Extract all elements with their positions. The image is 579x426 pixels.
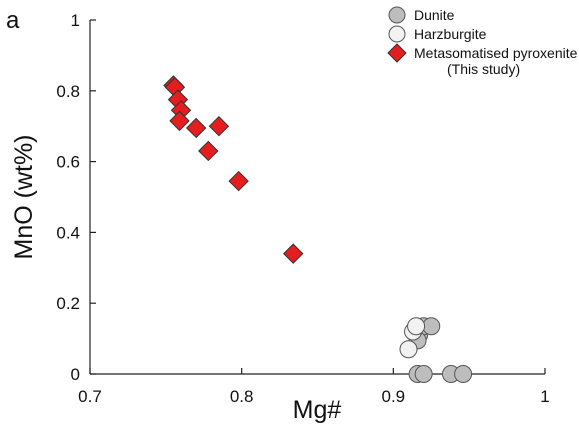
legend-label-harzburgite: Harzburgite [414,26,487,42]
dunite-point [454,365,473,383]
legend-marker-metasomatised-pyroxenite [387,43,407,63]
y-axis-title: MnO (wt%) [10,135,38,260]
metasomatised-pyroxenite-point [169,110,190,132]
data-points [163,75,473,383]
x-tick-label: 0.8 [230,387,254,406]
metasomatised-pyroxenite-point [185,117,207,139]
y-tick-label: 0 [71,365,80,384]
tick-labels: 0.7 0.8 0.9 1 0 0.2 0.4 0.6 0.8 1 [56,11,549,406]
y-tick-label: 0.6 [56,153,80,172]
metasomatised-pyroxenite-point [208,115,230,137]
panel-label: a [6,7,20,34]
x-tick-label: 0.7 [78,387,102,406]
legend-label-line2: (This study) [447,61,520,77]
metasomatised-pyroxenite-point [198,140,219,162]
y-tick-label: 1 [71,11,80,30]
x-tick-label: 1 [540,387,549,406]
legend: Dunite Harzburgite Metasomatised pyroxenit… [387,6,578,77]
legend-marker-dunite [388,6,406,24]
dunite-point [414,365,433,383]
y-tick-label: 0.2 [56,294,80,313]
legend-label-dunite: Dunite [414,7,455,23]
x-tick-label: 0.9 [382,387,406,406]
dunite-point [422,317,441,336]
x-axis-title: Mg# [293,396,342,424]
harzburgite-point [399,340,418,359]
legend-marker-harzburgite [388,25,406,43]
y-tick-label: 0.8 [56,82,80,101]
metasomatised-pyroxenite-point [228,170,249,192]
y-tick-label: 0.4 [56,223,80,242]
ticks [89,19,546,375]
metasomatised-pyroxenite-point [283,243,304,264]
legend-label-metasomatised-pyroxenite: Metasomatised pyroxenite [414,45,578,61]
harzburgite-point [407,317,426,336]
